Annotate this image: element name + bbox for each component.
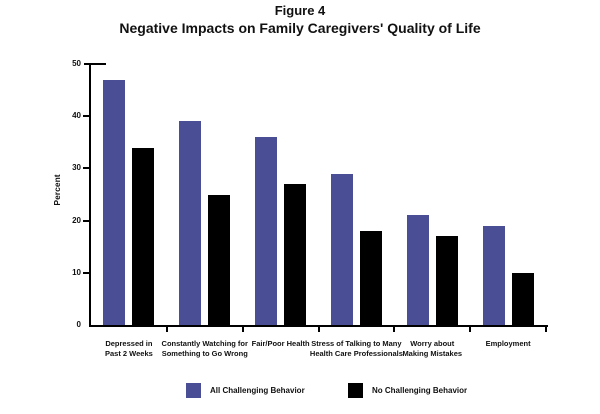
bar-no-challenging-behavior	[359, 231, 382, 325]
x-axis-tick	[317, 327, 320, 332]
y-axis-tick	[83, 219, 91, 222]
category-label: Constantly Watching for Something to Go W…	[161, 339, 248, 358]
bar-all-challenging-behavior	[406, 215, 429, 325]
bar-all-challenging-behavior	[179, 121, 202, 325]
legend-label-no-challenging: No Challenging Behavior	[372, 386, 468, 395]
y-axis-tick-label: 50	[72, 59, 81, 68]
x-axis-tick	[165, 327, 168, 332]
y-axis-tick	[83, 167, 91, 170]
y-axis-line	[89, 64, 91, 327]
bar-all-challenging-behavior	[255, 137, 278, 325]
y-axis-tick-label: 0	[76, 320, 81, 329]
bar-no-challenging-behavior	[132, 147, 155, 325]
legend-label-all-challenging: All Challenging Behavior	[210, 386, 305, 395]
x-axis-line	[89, 325, 548, 327]
legend-item-no-challenging: No Challenging Behavior	[348, 383, 467, 398]
category-label: Worry about Making Mistakes	[402, 339, 463, 358]
x-axis-tick	[393, 327, 396, 332]
category-label: Stress of Talking to Many Health Care Pro…	[309, 339, 403, 358]
figure-title: Negative Impacts on Family Caregivers' Q…	[119, 20, 481, 36]
y-axis-tick	[83, 271, 91, 274]
x-axis-tick	[545, 327, 547, 332]
y-axis-tick-label: 10	[72, 267, 81, 277]
figure-number: Figure 4	[274, 3, 326, 18]
legend-item-all-challenging: All Challenging Behavior	[186, 383, 305, 398]
x-axis-tick	[241, 327, 244, 332]
legend-swatch-no-challenging	[348, 383, 363, 398]
bar-no-challenging-behavior	[435, 236, 458, 325]
category-label: Fair/Poor Health	[251, 339, 310, 348]
bar-all-challenging-behavior	[482, 225, 505, 325]
y-axis-tick-label: 20	[72, 215, 81, 225]
x-axis-tick	[469, 327, 472, 332]
bar-all-challenging-behavior	[103, 79, 126, 325]
category-label: Depressed in Past 2 Weeks	[105, 339, 153, 358]
y-axis-tick	[84, 63, 106, 65]
plot-area	[91, 64, 547, 332]
y-axis-tick-label: 40	[72, 111, 81, 121]
bar-no-challenging-behavior	[208, 194, 231, 325]
y-axis-tick-label: 30	[72, 163, 81, 173]
bar-all-challenging-behavior	[330, 173, 353, 325]
bar-no-challenging-behavior	[284, 184, 307, 325]
bar-no-challenging-behavior	[511, 272, 534, 325]
y-axis-tick	[83, 115, 91, 118]
legend-swatch-all-challenging	[186, 383, 201, 398]
category-label: Employment	[485, 339, 531, 348]
